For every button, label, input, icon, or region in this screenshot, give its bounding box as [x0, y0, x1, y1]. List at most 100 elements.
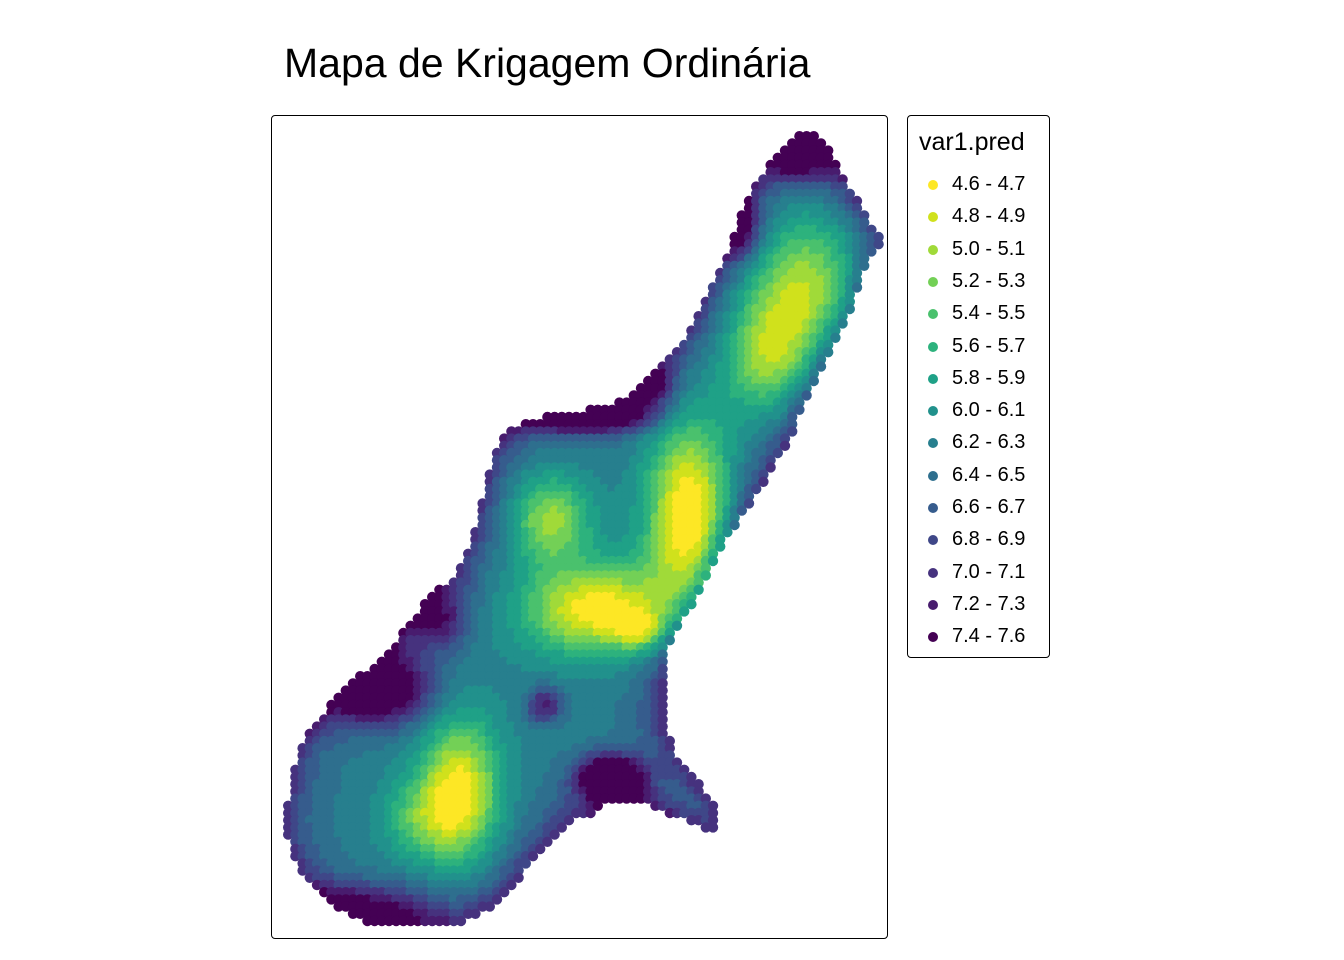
prediction-point: [448, 635, 459, 646]
prediction-point: [434, 743, 445, 754]
prediction-point: [628, 411, 639, 423]
prediction-point: [787, 311, 798, 322]
prediction-point: [283, 822, 294, 833]
prediction-point: [743, 354, 755, 365]
prediction-point: [355, 707, 366, 718]
prediction-point: [326, 793, 337, 804]
prediction-point: [333, 872, 344, 883]
prediction-point: [405, 627, 416, 639]
prediction-point: [815, 231, 827, 243]
prediction-point: [556, 663, 567, 675]
prediction-point: [405, 908, 416, 919]
prediction-point: [527, 426, 539, 437]
prediction-point: [643, 671, 654, 682]
prediction-point: [340, 822, 351, 833]
prediction-point: [650, 728, 661, 739]
prediction-point: [297, 779, 308, 790]
prediction-point: [304, 836, 315, 847]
prediction-point: [664, 469, 675, 480]
prediction-point: [470, 714, 481, 725]
prediction-point: [815, 282, 827, 293]
prediction-point: [513, 656, 524, 667]
prediction-point: [499, 858, 510, 869]
prediction-point: [398, 771, 409, 783]
prediction-point: [657, 411, 668, 423]
prediction-point: [419, 764, 431, 775]
prediction-point: [621, 721, 632, 732]
prediction-point: [722, 404, 733, 415]
prediction-point: [599, 476, 611, 487]
prediction-point: [571, 591, 582, 603]
prediction-point: [470, 527, 481, 538]
prediction-point: [657, 627, 668, 639]
prediction-point: [679, 584, 690, 595]
prediction-point: [628, 613, 639, 624]
prediction-point: [772, 390, 783, 401]
prediction-point: [369, 887, 380, 898]
prediction-point: [571, 750, 582, 761]
prediction-point: [794, 397, 805, 408]
prediction-point: [787, 138, 798, 149]
prediction-point: [448, 872, 459, 883]
prediction-point: [448, 678, 459, 689]
prediction-point: [585, 743, 596, 754]
prediction-point: [578, 620, 589, 631]
prediction-point: [412, 627, 423, 639]
prediction-point: [657, 735, 668, 747]
prediction-point: [477, 807, 488, 819]
prediction-point: [621, 505, 632, 516]
prediction-point: [657, 476, 668, 487]
prediction-point: [607, 750, 618, 761]
prediction-point: [592, 505, 603, 516]
prediction-point: [621, 743, 632, 754]
prediction-point: [427, 843, 438, 855]
prediction-point: [405, 815, 416, 826]
prediction-point: [700, 311, 711, 322]
prediction-point: [513, 483, 524, 495]
prediction-point: [549, 433, 560, 444]
prediction-point: [506, 642, 517, 653]
prediction-point: [592, 707, 603, 718]
prediction-point: [823, 347, 834, 358]
prediction-point: [455, 879, 467, 891]
prediction-point: [621, 404, 632, 415]
prediction-point: [585, 555, 596, 567]
prediction-point: [427, 887, 438, 898]
prediction-point: [743, 455, 755, 466]
prediction-point: [376, 829, 387, 840]
prediction-point: [700, 296, 711, 307]
prediction-point: [535, 743, 546, 754]
prediction-point: [527, 599, 539, 610]
prediction-point: [585, 534, 596, 545]
prediction-point: [643, 404, 654, 415]
prediction-point: [369, 815, 380, 826]
prediction-point: [434, 663, 445, 675]
prediction-point: [535, 613, 546, 624]
prediction-point: [635, 707, 647, 718]
prediction-point: [614, 411, 625, 423]
prediction-point: [787, 303, 798, 315]
prediction-point: [542, 591, 553, 603]
prediction-point: [787, 419, 798, 430]
prediction-point: [563, 642, 575, 653]
prediction-point: [520, 519, 531, 531]
prediction-point: [736, 368, 747, 379]
prediction-point: [715, 354, 726, 365]
prediction-point: [340, 887, 351, 898]
prediction-point: [311, 858, 323, 869]
prediction-point: [477, 678, 488, 689]
prediction-point: [607, 599, 618, 610]
prediction-point: [707, 318, 719, 329]
prediction-point: [549, 822, 560, 833]
prediction-point: [743, 383, 755, 394]
prediction-point: [650, 419, 661, 430]
legend-swatch: [928, 180, 938, 190]
prediction-point: [614, 735, 625, 747]
prediction-point: [679, 347, 690, 358]
prediction-point: [347, 764, 359, 775]
prediction-point: [707, 815, 719, 826]
prediction-point: [333, 822, 344, 833]
prediction-point: [592, 671, 603, 682]
prediction-point: [657, 419, 668, 430]
prediction-point: [787, 246, 798, 257]
